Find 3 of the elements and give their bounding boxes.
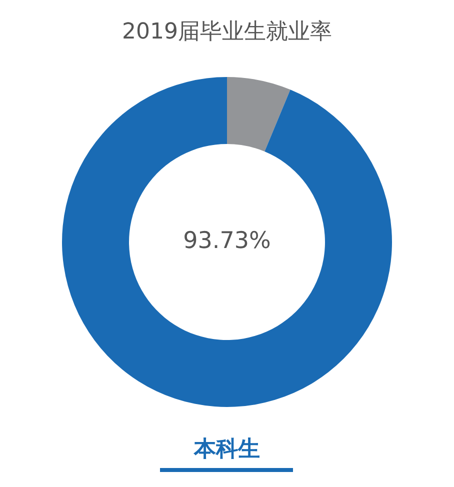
text: 93.73%	[183, 227, 271, 256]
text: 本科生	[194, 436, 260, 464]
chart-title: 2019届毕业生就业率	[122, 20, 332, 44]
